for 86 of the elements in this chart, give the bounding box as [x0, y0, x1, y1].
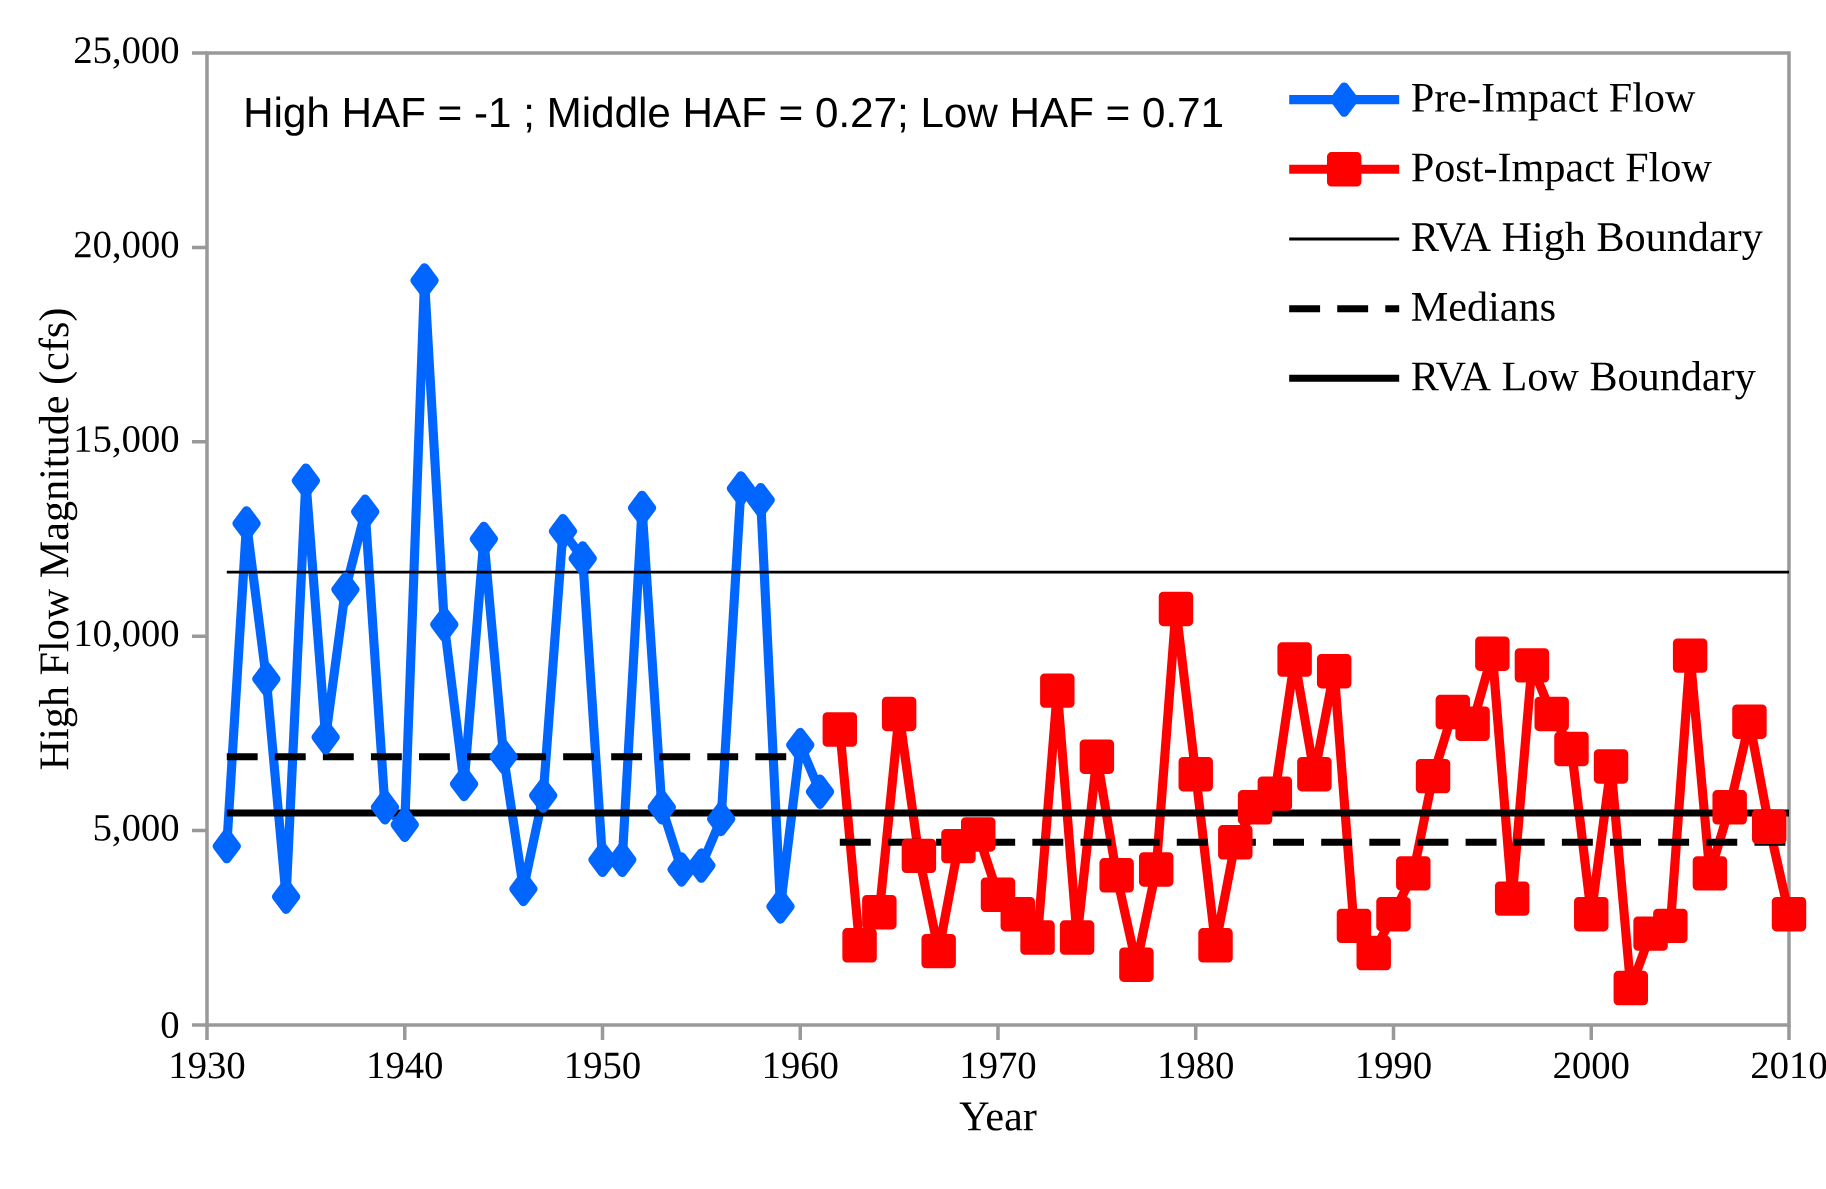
annotation: High HAF = -1 ; Middle HAF = 0.27; Low HAF = 0.71 — [246, 96, 1222, 136]
point — [746, 482, 775, 518]
x-tick-label: 1970 — [962, 1052, 1036, 1079]
point — [1475, 636, 1510, 671]
point — [1277, 642, 1312, 677]
point — [961, 817, 996, 852]
point — [1059, 920, 1095, 955]
legend-label: Medians — [1412, 291, 1555, 322]
point — [766, 889, 795, 924]
point — [548, 513, 578, 549]
point — [370, 790, 400, 825]
point — [1514, 648, 1550, 683]
point — [1257, 776, 1293, 811]
point — [1040, 673, 1075, 708]
x-tick-label: 1940 — [369, 1052, 442, 1079]
point — [430, 607, 459, 642]
x-tick-label: 2010 — [1752, 1052, 1826, 1079]
point — [921, 933, 956, 969]
point — [1494, 881, 1530, 916]
point — [390, 807, 419, 842]
point — [568, 541, 597, 576]
point — [1692, 856, 1728, 891]
point — [1079, 739, 1115, 774]
point — [1534, 696, 1569, 732]
x-tick-label: 1990 — [1358, 1052, 1431, 1079]
point — [1198, 928, 1233, 963]
point — [1158, 591, 1194, 627]
y-tick-label: 15,000 — [76, 425, 179, 458]
point — [647, 790, 676, 825]
point — [489, 739, 518, 774]
legend-label: Pre-Impact Flow — [1412, 82, 1696, 121]
x-tick-label: 1930 — [171, 1052, 245, 1079]
point — [1613, 970, 1649, 1006]
point — [331, 572, 360, 607]
x-tick-label: 1950 — [567, 1052, 640, 1079]
point — [1653, 908, 1688, 944]
point — [212, 828, 241, 864]
point — [291, 463, 320, 498]
point — [1297, 756, 1332, 792]
point — [1336, 908, 1372, 944]
point — [1316, 653, 1352, 689]
point — [1020, 920, 1055, 955]
x-tick-label: 1960 — [765, 1052, 838, 1079]
point — [881, 696, 917, 732]
point — [1119, 947, 1154, 982]
point — [1356, 935, 1391, 971]
x-axis-title: Year — [959, 1102, 1037, 1131]
point — [1415, 758, 1451, 794]
point — [667, 852, 696, 887]
point — [687, 848, 716, 883]
y-tick-label: 25,000 — [74, 37, 179, 69]
point — [1574, 896, 1609, 932]
point — [1732, 704, 1767, 739]
point — [1138, 852, 1174, 887]
point — [1554, 731, 1589, 767]
x-tick-label: 1980 — [1160, 1052, 1233, 1079]
point — [1218, 825, 1253, 860]
point — [1396, 856, 1431, 891]
point — [707, 801, 736, 837]
point — [351, 494, 380, 529]
point — [805, 774, 835, 809]
point — [1099, 858, 1134, 893]
point — [842, 928, 877, 963]
point — [252, 661, 281, 697]
point — [822, 712, 858, 747]
point — [1771, 896, 1807, 932]
y-tick-label: 0 — [161, 1011, 179, 1039]
y-tick-label: 5,000 — [94, 814, 179, 847]
legend-label: RVA Low Boundary — [1412, 361, 1756, 400]
point — [1672, 638, 1708, 673]
point — [901, 838, 937, 874]
x-tick-label: 2000 — [1554, 1052, 1629, 1079]
point — [1455, 706, 1490, 741]
point — [726, 471, 755, 506]
legend-label: RVA High Boundary — [1412, 221, 1763, 261]
point — [1712, 790, 1747, 825]
point — [410, 263, 439, 298]
point — [1178, 756, 1213, 792]
point — [1752, 809, 1787, 844]
point — [1593, 749, 1629, 784]
point — [1376, 896, 1411, 932]
y-tick-label: 20,000 — [74, 231, 179, 264]
legend-label: Post-Impact Flow — [1412, 152, 1712, 191]
point — [529, 778, 558, 813]
y-tick-label: 10,000 — [76, 620, 179, 653]
point — [862, 895, 897, 930]
